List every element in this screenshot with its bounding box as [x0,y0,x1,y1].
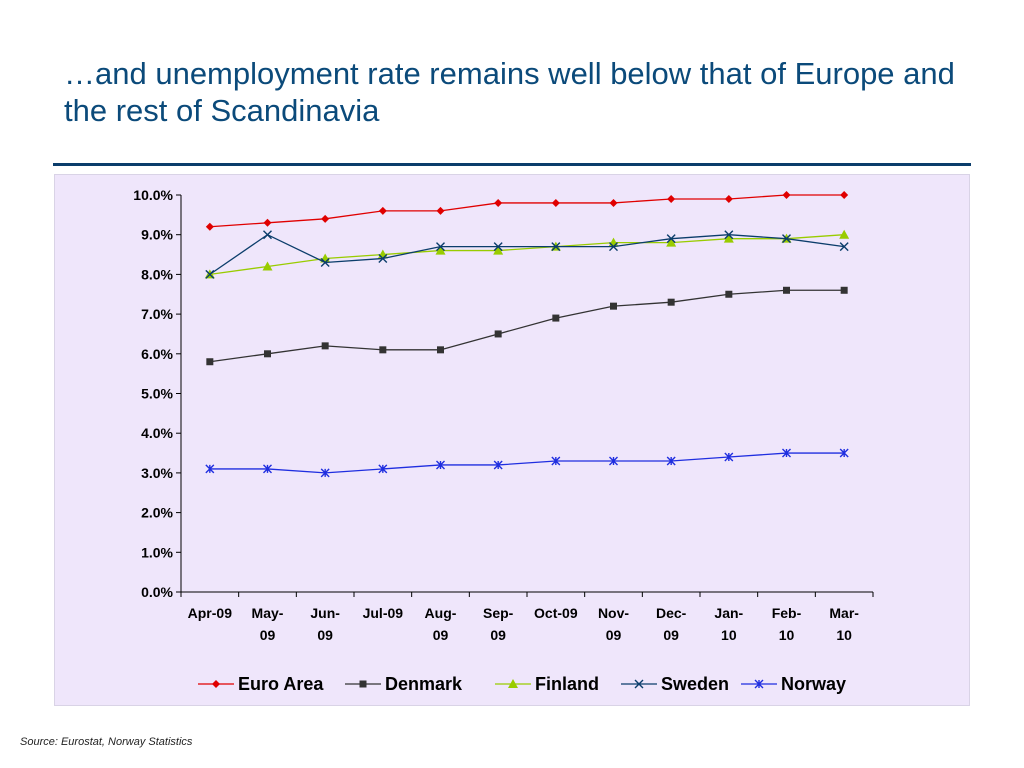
legend-label: Finland [535,674,599,694]
x-tick-label: Feb-10 [772,605,802,643]
point-denmark [840,286,848,294]
x-tick-label: Nov-09 [598,605,629,643]
point-norway [378,464,388,474]
point-denmark [206,358,214,366]
point-norway [724,452,734,462]
point-norway [839,448,849,458]
point-euro-area [205,222,214,231]
point-euro-area [436,206,445,215]
y-tick-label: 10.0% [133,187,173,203]
point-denmark [783,286,790,294]
point-sweden [839,242,849,252]
point-denmark [667,298,675,306]
point-euro-area [494,198,503,207]
x-tick-label: Mar-10 [829,605,859,643]
point-sweden [436,242,445,252]
x-tick-label: Jul-09 [363,605,404,621]
legend-label: Denmark [385,674,463,694]
series-line-euro-area [209,194,845,228]
point-euro-area [378,206,387,215]
point-sweden [666,234,676,244]
point-finland [493,245,504,255]
legend-label: Sweden [661,674,729,694]
x-tick-label: Aug-09 [425,605,457,643]
point-finland [435,245,446,255]
slide-title: …and unemployment rate remains well belo… [64,56,955,128]
y-tick-label: 1.0% [141,544,173,560]
point-euro-area [321,214,330,223]
point-euro-area [724,194,733,203]
chart-panel: 0.0% 1.0% 2.0% 3.0% 4.0% 5.0% 6.0% 7.0% 8.0% 9.0%… [54,174,970,706]
series-line-norway [209,452,845,474]
point-denmark [437,346,444,354]
point-denmark [552,314,560,322]
point-sweden [263,230,272,240]
point-euro-area [782,191,791,199]
y-tick-label: 5.0% [141,386,173,402]
legend-label: Norway [781,674,846,694]
point-norway [493,460,503,470]
legend-marker [634,679,644,689]
title-divider [53,163,971,166]
point-euro-area [840,191,849,199]
x-tick-label: Apr-09 [188,605,233,621]
point-denmark [321,342,329,350]
y-tick-label: 2.0% [141,505,173,521]
series-line-finland [209,234,845,276]
y-tick-label: 9.0% [141,227,173,243]
point-denmark [379,346,387,354]
legend-marker [359,680,367,688]
point-sweden [782,234,791,244]
series-line-sweden [209,233,845,275]
point-euro-area [609,198,618,207]
point-euro-area [667,194,676,203]
y-tick-label: 6.0% [141,346,173,362]
point-sweden [724,230,734,240]
point-norway [205,464,215,474]
y-tick-label: 0.0% [141,584,173,600]
x-tick-label: Sep-09 [483,605,514,643]
legend-label: Euro Area [238,674,324,694]
legend-marker [508,679,518,688]
point-euro-area [263,218,272,227]
point-denmark [610,302,617,310]
line-chart: 0.0% 1.0% 2.0% 3.0% 4.0% 5.0% 6.0% 7.0% 8.0% 9.0%… [133,187,874,694]
point-finland [666,237,677,247]
point-norway [320,468,330,478]
source-note: Source: Eurostat, Norway Statistics [20,736,193,748]
legend-marker [754,679,764,689]
x-tick-label: Jun-09 [310,605,340,643]
point-sweden [609,242,618,252]
point-norway [551,456,561,466]
point-sweden [378,254,388,264]
point-norway [263,464,272,474]
x-tick-label: May-09 [252,605,284,643]
point-norway [609,456,618,466]
point-norway [436,460,445,470]
y-tick-label: 8.0% [141,266,173,282]
point-sweden [320,257,330,267]
point-euro-area [551,198,560,207]
y-tick-label: 4.0% [141,425,173,441]
point-sweden [493,242,503,252]
legend-marker [212,680,220,688]
point-finland [262,261,273,271]
point-norway [782,448,791,458]
x-tick-label: Dec-09 [656,605,687,643]
point-finland [839,229,850,239]
point-denmark [725,290,733,298]
x-tick-label: Jan-10 [714,605,743,643]
point-denmark [494,330,502,338]
point-norway [666,456,676,466]
series-line-denmark [209,289,845,363]
point-finland [723,233,734,243]
point-sweden [551,242,561,252]
x-tick-label: Oct-09 [534,605,578,621]
point-denmark [264,350,271,358]
point-sweden [205,269,215,279]
y-tick-label: 7.0% [141,306,173,322]
y-tick-label: 3.0% [141,465,173,481]
